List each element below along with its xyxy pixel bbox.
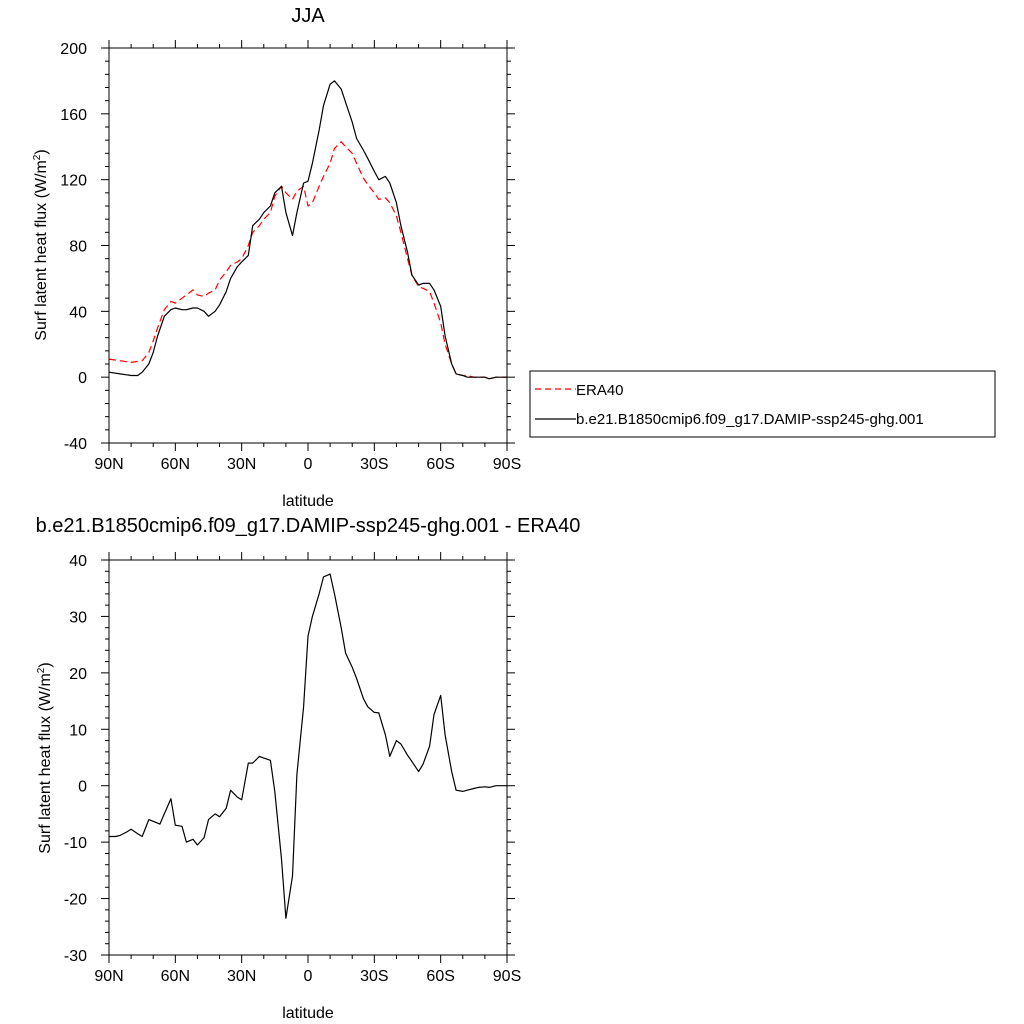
y-tick-label: -40 (64, 436, 87, 453)
y-tick-label: 40 (69, 553, 87, 570)
legend-label-era40: ERA40 (576, 382, 624, 399)
x-tick-label: 60S (426, 968, 454, 985)
y-tick-label: 40 (69, 304, 87, 321)
top-tick-marks (101, 40, 515, 451)
x-tick-label: 0 (304, 968, 313, 985)
x-tick-label: 90N (94, 456, 123, 473)
bottom-tick-marks (101, 552, 515, 963)
y-tick-label: 0 (78, 779, 87, 796)
x-tick-label: 30N (227, 968, 256, 985)
legend: ERA40 b.e21.B1850cmip6.f09_g17.DAMIP-ssp… (529, 370, 996, 438)
x-tick-label: 90S (493, 456, 521, 473)
bottom-x-axis-label: latitude (282, 1005, 334, 1022)
y-tick-label: -20 (64, 892, 87, 909)
y-tick-label: 200 (60, 41, 87, 58)
y-tick-label: 120 (60, 173, 87, 190)
y-tick-label: 80 (69, 239, 87, 256)
bottom-series-lines (109, 573, 507, 919)
series-line-difference (109, 573, 507, 919)
y-tick-label: -10 (64, 835, 87, 852)
y-tick-label: 20 (69, 666, 87, 683)
series-line-b-e21-b1850cmip6-f09-g17-damip-ssp245-ghg-001 (108, 80, 507, 380)
x-tick-label: 60S (426, 456, 454, 473)
top-x-axis-label: latitude (282, 493, 334, 510)
top-chart-title: JJA (291, 5, 325, 27)
x-tick-label: 60N (161, 456, 190, 473)
series-line-era40 (108, 141, 507, 380)
x-tick-label: 60N (161, 968, 190, 985)
bottom-chart-title: b.e21.B1850cmip6.f09_g17.DAMIP-ssp245-gh… (36, 515, 581, 537)
bottom-plot-frame (108, 559, 508, 956)
bottom-y-axis-label: Surf latent heat flux (W/m2) (36, 662, 54, 853)
top-x-tick-labels: 90N 60N 30N 0 30S 60S 90S (94, 456, 521, 473)
top-y-tick-labels: -40 0 40 80 120 160 200 (60, 41, 87, 453)
bottom-panel: b.e21.B1850cmip6.f09_g17.DAMIP-ssp245-gh… (36, 515, 581, 1022)
legend-box (529, 370, 996, 438)
legend-label-model: b.e21.B1850cmip6.f09_g17.DAMIP-ssp245-gh… (576, 411, 924, 428)
x-tick-label: 30S (360, 968, 388, 985)
y-tick-label: 30 (69, 609, 87, 626)
x-tick-label: 0 (304, 456, 313, 473)
y-tick-label: 10 (69, 722, 87, 739)
top-series-lines (108, 80, 507, 380)
y-tick-label: 0 (78, 370, 87, 387)
top-y-axis-label: Surf latent heat flux (W/m2) (32, 149, 50, 340)
y-tick-label: 160 (60, 107, 87, 124)
x-tick-label: 90S (493, 968, 521, 985)
x-tick-label: 30S (360, 456, 388, 473)
x-tick-label: 90N (94, 968, 123, 985)
top-plot-frame (108, 47, 508, 444)
bottom-y-tick-labels: -30 -20 -10 0 10 20 30 40 (64, 553, 87, 965)
y-tick-label: -30 (64, 948, 87, 965)
bottom-x-tick-labels: 90N 60N 30N 0 30S 60S 90S (94, 968, 521, 985)
x-tick-label: 30N (227, 456, 256, 473)
